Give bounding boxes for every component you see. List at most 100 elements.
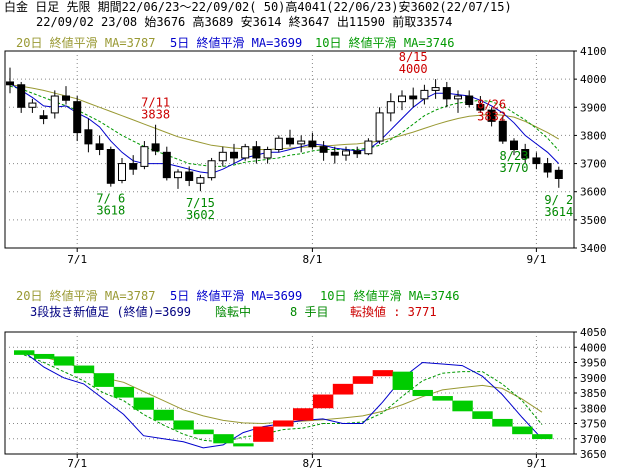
x-tick-label: 8/1	[302, 457, 322, 470]
x-tick-label: 9/1	[526, 253, 546, 266]
annotation-date: 7/11	[141, 96, 170, 110]
annotation-date: 8/26	[477, 97, 506, 111]
brick-up	[292, 408, 314, 421]
brick-up	[273, 420, 294, 427]
candle-up	[398, 95, 406, 103]
x-tick-label: 7/1	[67, 457, 87, 470]
y-tick-label: 3600	[580, 186, 607, 199]
bottom-legend-ma20: 20日 終値平滑 MA=3787	[16, 288, 155, 303]
new-price-close-info: 3段抜き新値足 (終値)=3699	[30, 304, 191, 319]
new-price-bricks	[14, 350, 553, 447]
candle-down	[498, 120, 507, 142]
brick-down	[213, 434, 234, 444]
brick-down	[153, 409, 174, 421]
brick-down	[73, 365, 95, 374]
y-tick-label: 3750	[580, 418, 607, 431]
candle-down	[353, 150, 362, 155]
candle-down	[543, 163, 552, 173]
x-tick-label: 7/1	[67, 253, 87, 266]
candle-down	[286, 137, 294, 145]
annotation-value: 3770	[500, 161, 529, 175]
bottom-ma10-line	[23, 354, 543, 443]
trend-state: 陰転中	[215, 304, 251, 319]
chart-ohlc-header: 22/09/02 23/08 始3676 高3689 安3614 終3647 出…	[36, 15, 453, 29]
candles	[6, 67, 563, 192]
brick-down	[532, 434, 553, 440]
brick-down	[472, 411, 493, 419]
brick-up	[312, 394, 334, 409]
y-tick-label: 3800	[580, 129, 607, 142]
candle-down	[84, 129, 93, 145]
candle-down	[409, 95, 418, 100]
candle-down	[532, 157, 541, 165]
candle-down	[319, 146, 328, 153]
brick-down	[392, 371, 414, 390]
candle-up	[375, 112, 384, 142]
y-tick-label: 3700	[580, 433, 607, 446]
y-tick-label: 3900	[580, 101, 607, 114]
y-tick-label: 4050	[580, 326, 607, 339]
legend-ma10: 10日 終値平滑 MA=3746	[315, 35, 454, 50]
candle-down	[185, 171, 194, 181]
y-tick-label: 4000	[580, 341, 607, 354]
brick-down	[492, 418, 513, 427]
candle-down	[129, 163, 138, 170]
candle-up	[386, 101, 395, 114]
y-tick-label: 4100	[580, 45, 607, 58]
brick-down	[173, 420, 194, 430]
annotation-date: 9/ 2	[544, 193, 573, 207]
annotation-value: 3832	[477, 109, 506, 123]
ma20-line	[9, 84, 560, 150]
brick-down	[133, 397, 154, 410]
chart-period-header: 白金 日足 先限 期間22/06/23～22/09/02( 50)高4041(2…	[4, 0, 512, 14]
y-tick-label: 3400	[580, 242, 607, 255]
candle-down	[6, 81, 14, 86]
brick-down	[193, 429, 214, 435]
brick-down	[452, 400, 473, 412]
y-tick-label: 3850	[580, 387, 607, 400]
bottom-legend-ma10: 10日 終値平滑 MA=3746	[320, 288, 459, 303]
candle-up	[420, 89, 429, 100]
brick-down	[33, 353, 55, 359]
candle-up	[342, 150, 350, 156]
candle-down	[510, 140, 518, 151]
candle-down	[151, 143, 160, 152]
x-tick-label: 8/1	[302, 253, 322, 266]
brick-down	[233, 443, 254, 447]
candle-down	[442, 87, 451, 100]
y-tick-label: 4000	[580, 73, 607, 86]
annotation-date: 7/ 6	[96, 192, 125, 206]
brick-down	[53, 356, 75, 366]
candle-up	[297, 140, 306, 145]
candle-up	[207, 160, 216, 179]
candle-down	[62, 95, 70, 101]
bottom-ma5-line	[23, 351, 543, 449]
candle-up	[263, 149, 272, 159]
candle-up	[241, 146, 250, 159]
brick-up	[253, 426, 274, 442]
candle-down	[230, 151, 238, 159]
y-tick-label: 3650	[580, 448, 607, 461]
candle-up	[140, 146, 149, 167]
candle-down	[73, 101, 82, 134]
new-price-x-axis: 7/1 8/1 9/1	[67, 454, 546, 470]
bottom-ma20-line	[23, 352, 543, 425]
annotation-value: 3618	[96, 204, 125, 218]
candle-down	[554, 169, 563, 179]
annotation-date: 8/23	[500, 149, 529, 163]
annotation-value: 3614	[544, 205, 573, 219]
new-price-ma-lines	[23, 351, 543, 449]
candle-down	[17, 84, 26, 108]
step-count: 8 手目	[290, 305, 328, 319]
candle-down	[487, 109, 496, 122]
candle-down	[521, 149, 530, 159]
y-tick-label: 3800	[580, 402, 607, 415]
new-price-grid	[5, 332, 574, 454]
brick-down	[113, 386, 135, 398]
candle-down	[106, 149, 115, 184]
candle-up	[364, 140, 373, 155]
brick-up	[352, 376, 374, 384]
candle-up	[431, 87, 440, 91]
candlestick-panel-frame	[4, 50, 575, 249]
